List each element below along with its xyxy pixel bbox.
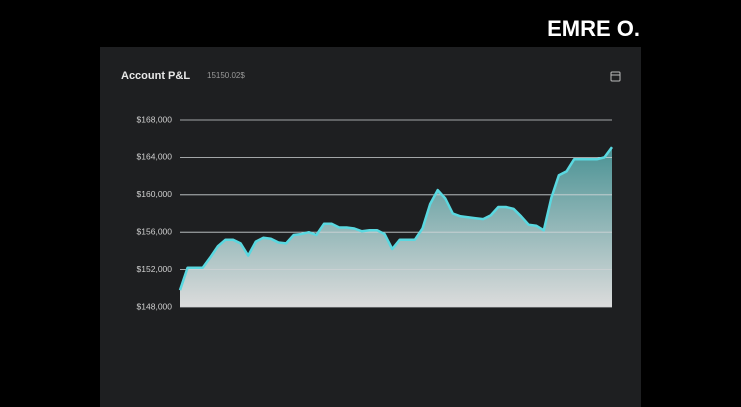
y-tick-label: $148,000 <box>137 301 173 311</box>
chart-title: Account P&L <box>121 70 190 82</box>
chart-subtitle: 15150.02$ <box>207 71 245 80</box>
area <box>180 147 612 307</box>
y-tick-label: $152,000 <box>137 264 173 274</box>
y-tick-label: $160,000 <box>137 189 173 199</box>
y-tick-label: $168,000 <box>137 114 173 124</box>
brand: EMRE O. <box>547 16 640 41</box>
calendar-icon[interactable] <box>610 71 621 82</box>
line <box>178 146 614 291</box>
y-tick-label: $164,000 <box>137 152 173 162</box>
calendar-body[interactable] <box>610 71 621 82</box>
y-tick-label: $156,000 <box>137 226 173 236</box>
